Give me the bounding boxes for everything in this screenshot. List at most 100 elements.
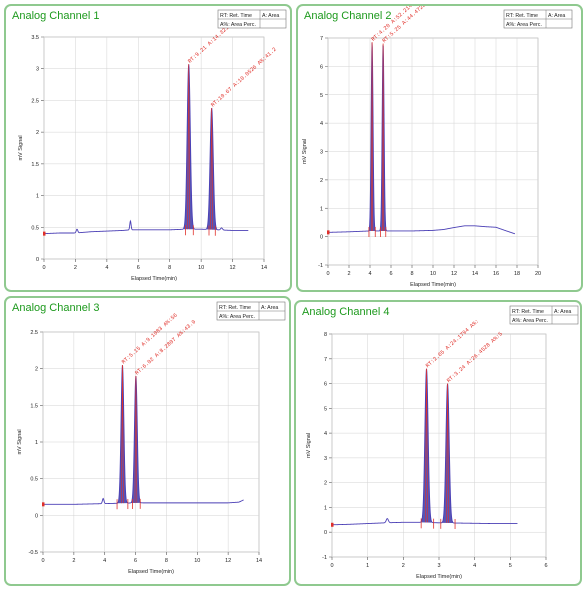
- chart-title: Analog Channel 3: [12, 302, 100, 314]
- x-tick-label: 2: [347, 271, 350, 277]
- legend-entry: A%: Area Perc.: [219, 314, 255, 320]
- x-tick-label: 4: [105, 265, 108, 271]
- y-tick-label: 7: [324, 357, 327, 363]
- x-tick-label: 4: [473, 563, 476, 569]
- y-tick-label: 3.5: [31, 35, 39, 41]
- legend-entry: A: Area: [548, 13, 565, 19]
- x-tick-label: 16: [493, 271, 499, 277]
- x-tick-label: 0: [41, 558, 44, 564]
- y-tick-label: 2.5: [30, 330, 38, 336]
- y-tick-label: -0.5: [29, 550, 38, 556]
- x-tick-label: 4: [368, 271, 371, 277]
- y-tick-label: 1.5: [31, 162, 39, 168]
- start-marker: [43, 231, 46, 236]
- y-tick-label: 3: [320, 150, 323, 156]
- legend-entry: RT: Ret. Time: [506, 13, 538, 19]
- x-tick-label: 0: [326, 271, 329, 277]
- peak-outline: [426, 368, 428, 523]
- y-tick-label: 0: [324, 530, 327, 536]
- chart-title: Analog Channel 4: [302, 306, 390, 318]
- peak-outline: [188, 64, 191, 230]
- peak-outline: [371, 42, 374, 231]
- y-tick-label: 4: [324, 431, 327, 437]
- x-axis-label: Elapsed Time(min): [131, 276, 177, 282]
- chart-svg: 0 0.5 1 1.5 2 2.5 3 3.5 0 2 4 6 8 10 12 14 Elapsed Time(…: [18, 9, 287, 282]
- y-tick-label: 8: [324, 332, 327, 338]
- x-axis-label: Elapsed Time(min): [410, 282, 456, 288]
- x-tick-label: 14: [261, 265, 267, 271]
- y-tick-label: 5: [324, 406, 327, 412]
- x-tick-label: 6: [134, 558, 137, 564]
- peak-outline: [135, 375, 138, 503]
- x-axis-label: Elapsed Time(min): [128, 569, 174, 575]
- signal-trace: [43, 365, 244, 505]
- y-tick-label: 3: [36, 67, 39, 73]
- x-tick-label: 10: [430, 271, 436, 277]
- legend-entry: A: Area: [554, 309, 571, 315]
- x-tick-label: 4: [103, 558, 106, 564]
- chart-title: Analog Channel 1: [12, 10, 100, 22]
- x-tick-label: 18: [514, 271, 520, 277]
- y-tick-label: 1: [35, 440, 38, 446]
- x-tick-label: 0: [330, 563, 333, 569]
- y-tick-label: 1: [36, 194, 39, 200]
- start-marker: [327, 230, 330, 235]
- legend-entry: A%: Area Perc.: [512, 318, 548, 324]
- x-tick-label: 8: [165, 558, 168, 564]
- signal-trace: [327, 42, 516, 235]
- y-tick-label: 7: [320, 36, 323, 42]
- y-tick-label: 0: [36, 257, 39, 263]
- start-marker: [42, 502, 45, 507]
- y-tick-label: 2: [324, 481, 327, 487]
- y-axis-label: mV Signal: [302, 139, 308, 164]
- legend-entry: A: Area: [261, 305, 278, 311]
- x-tick-label: 12: [451, 271, 457, 277]
- legend-entry: RT: Ret. Time: [220, 13, 252, 19]
- x-tick-label: 12: [230, 265, 236, 271]
- x-tick-label: 12: [225, 558, 231, 564]
- x-tick-label: 14: [256, 558, 262, 564]
- y-tick-label: 2: [320, 178, 323, 184]
- x-tick-label: 8: [410, 271, 413, 277]
- legend-entry: A%: Area Perc.: [506, 22, 542, 28]
- x-tick-label: 5: [509, 563, 512, 569]
- x-tick-label: 8: [168, 265, 171, 271]
- y-tick-label: 6: [324, 382, 327, 388]
- peak-outline: [210, 108, 212, 230]
- start-marker: [331, 522, 334, 527]
- x-tick-label: 14: [472, 271, 478, 277]
- y-tick-label: 0: [320, 235, 323, 241]
- legend-entry: RT: Ret. Time: [512, 309, 544, 315]
- x-axis-label: Elapsed Time(min): [416, 574, 462, 580]
- chart-title: Analog Channel 2: [304, 10, 392, 22]
- y-tick-label: 0.5: [30, 477, 38, 483]
- y-tick-label: 5: [320, 93, 323, 99]
- peak-outline: [447, 383, 449, 523]
- y-tick-label: 6: [320, 64, 323, 70]
- x-tick-label: 6: [544, 563, 547, 569]
- chart-panel-2: Analog Channel 2 -1 0 1 2 3 4 5 6 7 0 2 4 6 8 10 12 14 16…: [296, 4, 583, 292]
- y-tick-label: 1: [324, 505, 327, 511]
- y-tick-label: -1: [322, 555, 327, 561]
- y-axis-label: mV Signal: [17, 429, 23, 454]
- x-tick-label: 1: [366, 563, 369, 569]
- signal-trace: [43, 64, 249, 235]
- y-tick-label: 2: [36, 130, 39, 136]
- legend-entry: A%: Area Perc.: [220, 22, 256, 28]
- plot-area: [43, 36, 265, 260]
- y-tick-label: 2.5: [31, 98, 39, 104]
- y-tick-label: 4: [320, 121, 323, 127]
- peak-outline: [382, 43, 385, 231]
- x-tick-label: 10: [198, 265, 204, 271]
- y-tick-label: -1: [318, 263, 323, 269]
- x-tick-label: 0: [42, 265, 45, 271]
- x-tick-label: 2: [72, 558, 75, 564]
- chart-panel-3: Analog Channel 3 -0.5 0 0.5 1 1.5 2 2.5 0 2 4 6 8 10…: [4, 296, 291, 586]
- y-tick-label: 2: [35, 367, 38, 373]
- y-tick-label: 3: [324, 456, 327, 462]
- x-tick-label: 6: [137, 265, 140, 271]
- legend-entry: RT: Ret. Time: [219, 305, 251, 311]
